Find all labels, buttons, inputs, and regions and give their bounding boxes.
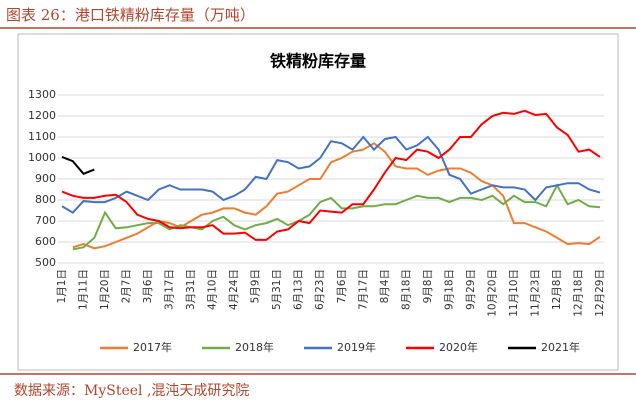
y-tick-label: 1000 [28, 151, 56, 164]
x-tick-label: 10月20日 [486, 269, 498, 317]
x-tick-label: 11月10日 [508, 269, 520, 317]
y-tick-label: 600 [35, 235, 56, 248]
x-tick-label: 3月31日 [185, 269, 197, 310]
x-tick-label: 9月18日 [443, 269, 455, 310]
x-tick-label: 4月10日 [207, 269, 219, 310]
x-tick-label: 8月18日 [400, 269, 412, 310]
y-tick-label: 1300 [28, 88, 56, 101]
x-tick-label: 11月23日 [529, 269, 541, 317]
x-tick-label: 7月17日 [357, 269, 369, 310]
series-line [61, 155, 95, 175]
y-tick-label: 900 [35, 172, 56, 185]
x-tick-label: 3月17日 [164, 269, 176, 310]
y-tick-label: 1100 [28, 130, 56, 143]
x-tick-label: 12月29日 [594, 269, 606, 317]
x-tick-label: 6月13日 [293, 269, 305, 310]
x-tick-label: 6月23日 [314, 269, 326, 310]
x-tick-label: 1月20日 [99, 269, 111, 310]
x-tick-label: 9月29日 [465, 269, 477, 310]
series-line [61, 135, 601, 214]
x-tick-label: 4月24日 [228, 269, 240, 310]
x-tick-label: 12月8日 [551, 269, 563, 310]
chart-title: 铁精粉库存量 [270, 52, 366, 71]
x-tick-label: 5月31日 [271, 269, 283, 310]
legend-label: 2019年 [337, 340, 376, 354]
y-tick-label: 1200 [28, 109, 56, 122]
chart-frame [17, 33, 619, 371]
x-tick-label: 9月8日 [422, 269, 434, 303]
legend-label: 2017年 [133, 340, 172, 354]
legend-label: 2018年 [235, 340, 274, 354]
x-tick-label: 8月4日 [379, 269, 391, 303]
y-tick-label: 700 [35, 214, 56, 227]
y-tick-label: 800 [35, 193, 56, 206]
footer: 数据来源：MySteel ,混沌天成研究院 [14, 383, 250, 399]
series-line [72, 183, 601, 251]
x-tick-label: 2月7日 [121, 269, 133, 303]
legend-label: 2020年 [439, 340, 478, 354]
x-tick-label: 5月9日 [250, 269, 262, 303]
x-tick-label: 7月6日 [336, 269, 348, 303]
header: 图表 26：港口铁精粉库存量（万吨） [6, 6, 255, 24]
x-tick-label: 1月11日 [78, 269, 90, 310]
series-line [61, 109, 601, 241]
x-tick-label: 12月18日 [572, 269, 584, 317]
legend-label: 2021年 [541, 340, 580, 354]
x-tick-label: 3月6日 [142, 269, 154, 303]
x-tick-label: 1月1日 [56, 269, 68, 303]
y-tick-label: 500 [35, 256, 56, 269]
